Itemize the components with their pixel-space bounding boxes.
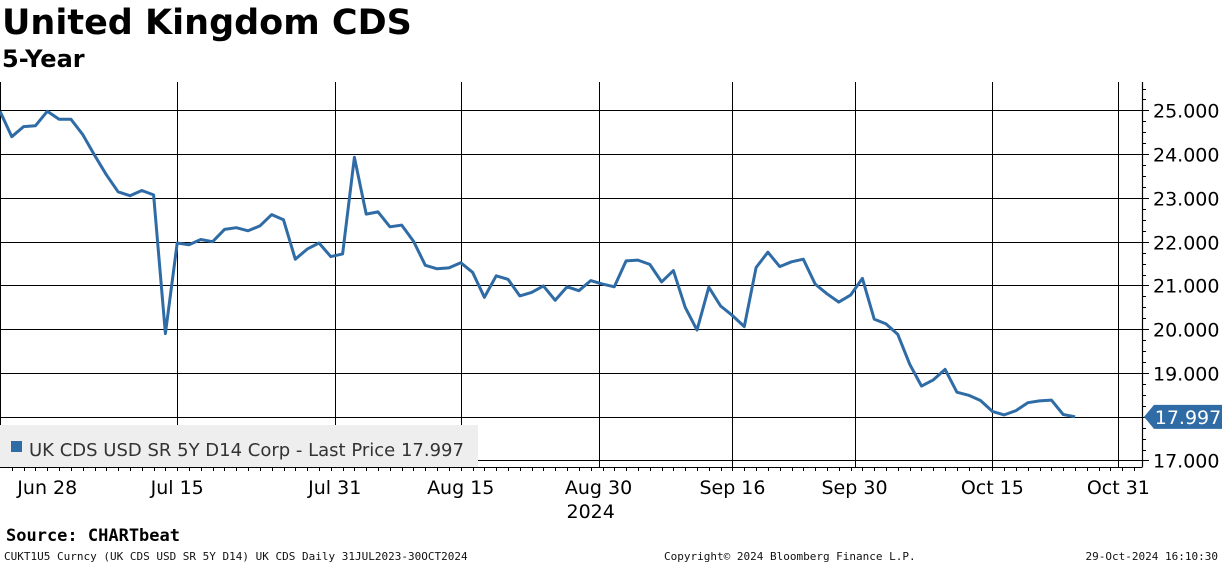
x-tick-label-1: Jul 15 [150,477,204,499]
last-price-tag-label: 17.997 [1155,407,1221,429]
footer-ticker-info: CUKT1U5 Curncy (UK CDS USD SR 5Y D14) UK… [4,550,468,563]
x-tick-label-2: Jul 31 [307,477,361,499]
vertical-gridlines [0,82,1119,467]
x-tick-label-5: Sep 16 [699,477,765,499]
x-axis-ticks: Jun 28 Jul 15 Jul 31 Aug 15 Aug 30 Sep 16 Sep … [12,467,1150,523]
source-label: Source: CHARTbeat [6,526,180,546]
x-tick-label-7: Oct 15 [961,477,1024,499]
x-tick-label-0: Jun 28 [16,477,77,499]
x-year-label: 2024 [567,501,615,523]
y-tick-label-0: 17.000 [1153,451,1219,473]
y-tick-label-2: 19.000 [1153,364,1219,386]
horizontal-gridlines [0,110,1142,461]
y-tick-label-7: 24.000 [1153,145,1219,167]
last-price-tag: 17.997 [1144,404,1222,429]
legend-label: UK CDS USD SR 5Y D14 Corp - Last Price 1… [29,440,464,461]
chart-legend: UK CDS USD SR 5Y D14 Corp - Last Price 1… [0,425,478,467]
x-tick-label-6: Sep 30 [822,477,888,499]
y-tick-label-3: 20.000 [1153,320,1219,342]
series-line [0,109,1076,419]
footer-timestamp: 29-Oct-2024 16:10:30 [1085,550,1218,563]
y-tick-label-8: 25.000 [1153,101,1219,123]
legend-swatch [11,441,22,452]
y-tick-label-4: 21.000 [1153,276,1219,298]
x-tick-label-8: Oct 31 [1087,477,1150,499]
chart-title: United Kingdom CDS [2,3,412,43]
footer-copyright: Copyright© 2024 Bloomberg Finance L.P. [664,550,916,563]
x-tick-label-4: Aug 30 [565,477,632,499]
legend-background [0,425,478,467]
chart-axes [0,82,1144,468]
last-price-tag-shape [1144,404,1222,429]
y-tick-label-6: 23.000 [1153,189,1219,211]
y-tick-label-5: 22.000 [1153,233,1219,255]
chart-subtitle: 5-Year [2,45,85,73]
x-tick-label-3: Aug 15 [427,477,494,499]
